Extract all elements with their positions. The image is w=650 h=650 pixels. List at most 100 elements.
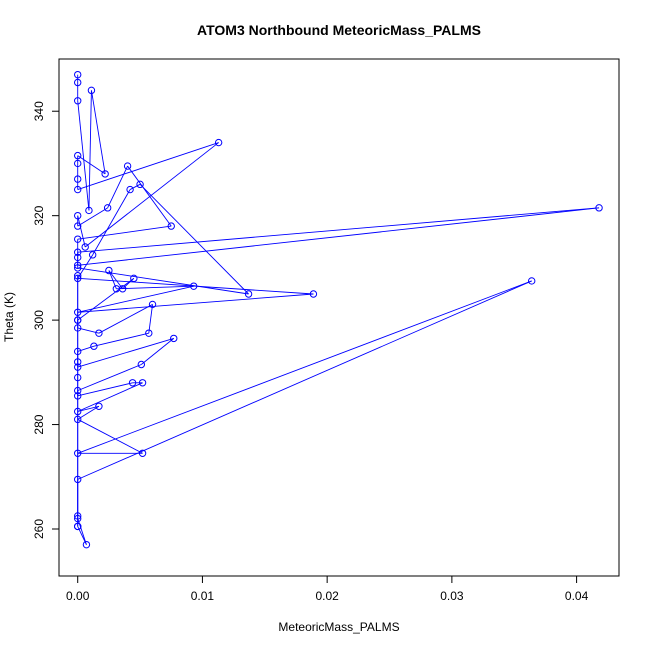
series-line-segment bbox=[77, 293, 314, 313]
data-point bbox=[74, 386, 82, 395]
data-point bbox=[74, 222, 82, 230]
series-line-segment bbox=[77, 155, 106, 175]
x-tick-label: 0.04 bbox=[565, 589, 589, 603]
data-point bbox=[74, 185, 82, 194]
data-point bbox=[74, 363, 82, 371]
data-point bbox=[112, 285, 121, 293]
data-point bbox=[74, 175, 82, 183]
series-line-segment bbox=[77, 285, 194, 313]
data-point bbox=[136, 180, 144, 189]
data-point bbox=[214, 138, 223, 147]
data-point bbox=[74, 373, 82, 382]
data-point bbox=[130, 274, 138, 283]
x-axis-label: MeteoricMass_PALMS bbox=[278, 620, 399, 634]
y-tick-label: 340 bbox=[32, 101, 46, 121]
data-point bbox=[74, 272, 82, 280]
data-point bbox=[138, 379, 147, 387]
series-line-segment bbox=[77, 207, 600, 266]
series-line-segment bbox=[77, 225, 172, 240]
data-point bbox=[74, 407, 82, 416]
data-point bbox=[595, 204, 603, 212]
data-point bbox=[74, 316, 82, 324]
data-point bbox=[189, 282, 198, 290]
series-line-segment bbox=[141, 338, 175, 365]
data-point bbox=[527, 277, 536, 285]
series-line-segment bbox=[77, 207, 600, 253]
data-point bbox=[82, 540, 91, 549]
data-point bbox=[95, 402, 103, 410]
data-point bbox=[74, 274, 82, 283]
y-axis-label: Theta (K) bbox=[2, 292, 16, 342]
data-point bbox=[74, 415, 82, 424]
y-tick-label: 320 bbox=[32, 205, 46, 225]
series-line-segment bbox=[77, 277, 135, 321]
series-line-segment bbox=[98, 304, 153, 334]
y-tick-label: 300 bbox=[32, 310, 46, 330]
series-line-segment bbox=[77, 215, 86, 248]
data-point bbox=[74, 514, 82, 523]
data-point bbox=[85, 206, 93, 215]
x-axis: 0.00 0.01 0.02 0.03 0.04 bbox=[66, 575, 589, 603]
data-point bbox=[123, 162, 132, 170]
series-line-segment bbox=[129, 183, 141, 190]
data-point bbox=[74, 347, 82, 356]
data-point bbox=[145, 329, 153, 337]
data-point bbox=[101, 170, 109, 178]
data-point bbox=[81, 243, 89, 251]
series-line-segment bbox=[127, 165, 172, 227]
series-line-segment bbox=[90, 90, 106, 174]
data-point bbox=[244, 290, 253, 298]
data-point bbox=[90, 342, 98, 350]
data-point bbox=[103, 204, 112, 212]
data-point bbox=[74, 159, 82, 168]
series-line-segment bbox=[77, 100, 90, 211]
data-point bbox=[137, 360, 146, 369]
series-line-segment bbox=[77, 418, 143, 454]
series-line-segment bbox=[108, 270, 123, 290]
data-point bbox=[138, 449, 147, 457]
series-line-segment bbox=[148, 304, 153, 334]
data-point bbox=[95, 329, 103, 337]
data-point bbox=[88, 251, 97, 259]
y-tick-label: 280 bbox=[32, 414, 46, 434]
series-line-segment bbox=[77, 142, 219, 190]
data-point bbox=[74, 248, 82, 256]
series-line-segment bbox=[77, 207, 108, 227]
data-point bbox=[170, 334, 178, 343]
series-line-segment bbox=[77, 382, 143, 412]
data-point bbox=[128, 379, 137, 387]
y-tick-label: 260 bbox=[32, 519, 46, 539]
x-tick-label: 0.01 bbox=[191, 589, 215, 603]
data-series bbox=[74, 70, 603, 549]
series-line-segment bbox=[107, 165, 129, 209]
data-point bbox=[74, 235, 82, 243]
data-point bbox=[74, 253, 82, 262]
series-line-segment bbox=[77, 382, 133, 397]
data-point bbox=[74, 392, 82, 400]
data-point bbox=[74, 358, 82, 366]
data-point bbox=[74, 97, 82, 105]
data-point bbox=[118, 285, 127, 293]
data-point bbox=[74, 70, 82, 79]
data-point bbox=[74, 264, 82, 272]
data-point bbox=[74, 522, 82, 531]
series-line-segment bbox=[88, 90, 92, 211]
series-line-segment bbox=[77, 337, 174, 368]
data-point bbox=[74, 449, 82, 457]
data-point bbox=[87, 86, 96, 95]
data-point bbox=[74, 512, 82, 520]
x-tick-label: 0.02 bbox=[315, 589, 339, 603]
x-tick-label: 0.00 bbox=[66, 589, 90, 603]
data-point bbox=[74, 475, 82, 484]
series-line-segment bbox=[77, 280, 532, 454]
data-point bbox=[105, 266, 113, 275]
data-point bbox=[74, 151, 82, 160]
data-point bbox=[74, 211, 82, 220]
data-point bbox=[74, 78, 82, 87]
series-line-segment bbox=[139, 184, 249, 295]
data-point bbox=[126, 185, 134, 194]
data-point bbox=[74, 261, 82, 269]
y-axis: 260 280 300 320 340 bbox=[32, 101, 60, 539]
